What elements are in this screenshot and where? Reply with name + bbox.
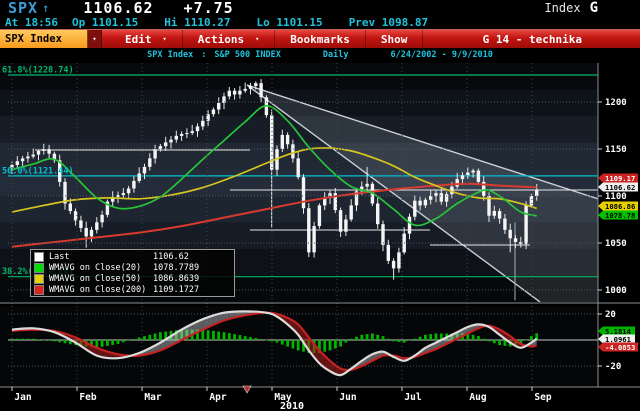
chart-header: SPX Index : S&P 500 INDEX Daily 6/24/200… xyxy=(0,48,640,62)
ticker-input-box[interactable]: SPX Index xyxy=(0,30,88,48)
title-bar: SPX ↑ 1106.62 +7.75 Index G xyxy=(0,0,640,17)
chevron-down-icon: ▾ xyxy=(92,35,97,43)
legend-label: WMAVG on Close(50) xyxy=(49,273,142,284)
event-marker-icon xyxy=(242,385,252,394)
ticker-dropdown-button[interactable]: ▾ xyxy=(88,30,102,48)
svg-text:5.1814: 5.1814 xyxy=(605,327,631,336)
menu-item-actions[interactable]: Actions ▾ xyxy=(183,30,276,48)
price-change: +7.75 xyxy=(183,0,234,17)
axis-price-tag: 1086.86 xyxy=(598,201,638,211)
menu-item-label: Actions xyxy=(197,32,245,46)
price-axis-label: 1150 xyxy=(605,145,627,155)
axis-price-tag: -4.0853 xyxy=(598,342,638,352)
legend-value: 1109.1727 xyxy=(153,284,200,295)
osc-axis-label: 20 xyxy=(605,310,616,320)
chart-header-name: S&P 500 INDEX xyxy=(214,50,281,60)
menu-item-show[interactable]: Show xyxy=(366,30,424,48)
oscillator-pane xyxy=(0,306,598,387)
chart-period: Daily xyxy=(322,50,349,60)
month-label: Jun xyxy=(339,392,356,403)
function-key: G xyxy=(589,0,598,16)
menu-item-label: Bookmarks xyxy=(290,32,350,46)
axis-price-tag: 5.1814 xyxy=(598,326,635,336)
last-price: 1106.62 xyxy=(83,0,154,17)
year-label: 2010 xyxy=(280,401,304,411)
chart-header-ticker: SPX Index xyxy=(147,50,194,60)
stat-hi: Hi 1110.27 xyxy=(164,16,231,29)
chart-template-label: G 14 - technika xyxy=(482,32,582,46)
svg-text:-4.0853: -4.0853 xyxy=(605,343,635,352)
axes: 1200 1150 1100 1050 1000 20 -20 Jan Feb Mar Apr May… xyxy=(11,98,627,411)
month-label: Feb xyxy=(79,392,96,403)
month-label: Apr xyxy=(209,392,226,403)
price-axis-label: 1050 xyxy=(605,239,627,249)
menu-bar: SPX Index ▾ Edit ▾ Actions ▾ Bookmarks Show G… xyxy=(0,29,640,48)
month-label: Sep xyxy=(534,392,551,403)
fib-level-label: 50.0%(1121.44) xyxy=(2,166,74,176)
security-type: Index G xyxy=(544,0,598,16)
menu-item-label: Edit xyxy=(125,32,152,46)
svg-text:1109.17: 1109.17 xyxy=(605,174,635,183)
menu-items: Edit ▾ Actions ▾ Bookmarks Show xyxy=(110,30,424,48)
stat-op: Op 1101.15 xyxy=(71,16,139,29)
trendline-upper xyxy=(246,84,598,200)
top-bars: SPX ↑ 1106.62 +7.75 Index G At 18:56 Op 1… xyxy=(0,0,640,62)
legend-row: Last 1106.62 xyxy=(34,251,231,262)
stat-prev: Prev 1098.87 xyxy=(348,16,429,29)
legend-row: WMAVG on Close(200) 1109.1727 xyxy=(34,284,231,295)
chart-header-colon: : xyxy=(201,50,207,60)
legend-label: Last xyxy=(49,251,70,262)
price-axis-label: 1200 xyxy=(605,98,627,108)
month-label: May xyxy=(274,392,291,403)
macd-line xyxy=(11,310,538,377)
axis-price-tag: 1109.17 xyxy=(598,173,638,183)
menu-item-edit[interactable]: Edit ▾ xyxy=(110,30,183,48)
fib-level-label: 61.8%(1228.74) xyxy=(2,65,74,75)
menu-item-label: Show xyxy=(380,32,408,46)
price-axis-label: 1100 xyxy=(605,192,627,202)
legend-value: 1106.62 xyxy=(153,251,189,262)
month-label: Aug xyxy=(469,392,486,403)
price-axis-label: 1000 xyxy=(605,286,627,296)
trendline-lower xyxy=(246,84,541,302)
up-arrow-icon: ↑ xyxy=(42,1,50,15)
svg-text:1.0961: 1.0961 xyxy=(605,335,631,344)
month-label: Jan xyxy=(14,392,31,403)
ticker-symbol: SPX xyxy=(8,0,39,17)
month-label: Jul xyxy=(404,392,421,403)
menu-item-bookmarks[interactable]: Bookmarks xyxy=(275,30,366,48)
axis-price-tag: 1078.78 xyxy=(598,210,638,220)
security-type-label: Index xyxy=(544,1,581,15)
legend-swatch xyxy=(34,251,44,262)
osc-axis-label: -20 xyxy=(605,362,621,372)
legend-swatch xyxy=(34,284,44,295)
legend-swatch xyxy=(34,273,44,284)
quote-stats-bar: At 18:56 Op 1101.15 Hi 1110.27 Lo 1101.15 Pr… xyxy=(0,16,640,29)
axis-price-tag: 1106.62 xyxy=(598,182,638,192)
chart-legend[interactable]: Last 1106.62 WMAVG on Close(20) 1078.7789 WM… xyxy=(30,249,235,297)
chevron-down-icon[interactable]: ▾ xyxy=(162,35,167,43)
axis-price-tag: 1.0961 xyxy=(598,334,635,344)
month-label: Mar xyxy=(144,392,161,403)
chevron-down-icon[interactable]: ▾ xyxy=(255,35,260,43)
svg-text:1106.62: 1106.62 xyxy=(605,183,635,192)
legend-label: WMAVG on Close(20) xyxy=(49,262,142,273)
svg-text:1078.78: 1078.78 xyxy=(605,211,635,220)
legend-label: WMAVG on Close(200) xyxy=(49,284,147,295)
wma20-line xyxy=(11,104,537,227)
chart-date-range: 6/24/2002 - 9/9/2010 xyxy=(390,50,493,60)
signal-line xyxy=(11,311,538,372)
legend-value: 1078.7789 xyxy=(153,262,200,273)
wma200-line xyxy=(11,182,537,248)
stat-at: At 18:56 xyxy=(5,16,58,29)
legend-swatch xyxy=(34,262,44,273)
svg-text:1086.86: 1086.86 xyxy=(605,202,635,211)
legend-value: 1086.8639 xyxy=(153,273,200,284)
legend-row: WMAVG on Close(50) 1086.8639 xyxy=(34,273,231,284)
stat-lo: Lo 1101.15 xyxy=(256,16,323,29)
legend-row: WMAVG on Close(20) 1078.7789 xyxy=(34,262,231,273)
